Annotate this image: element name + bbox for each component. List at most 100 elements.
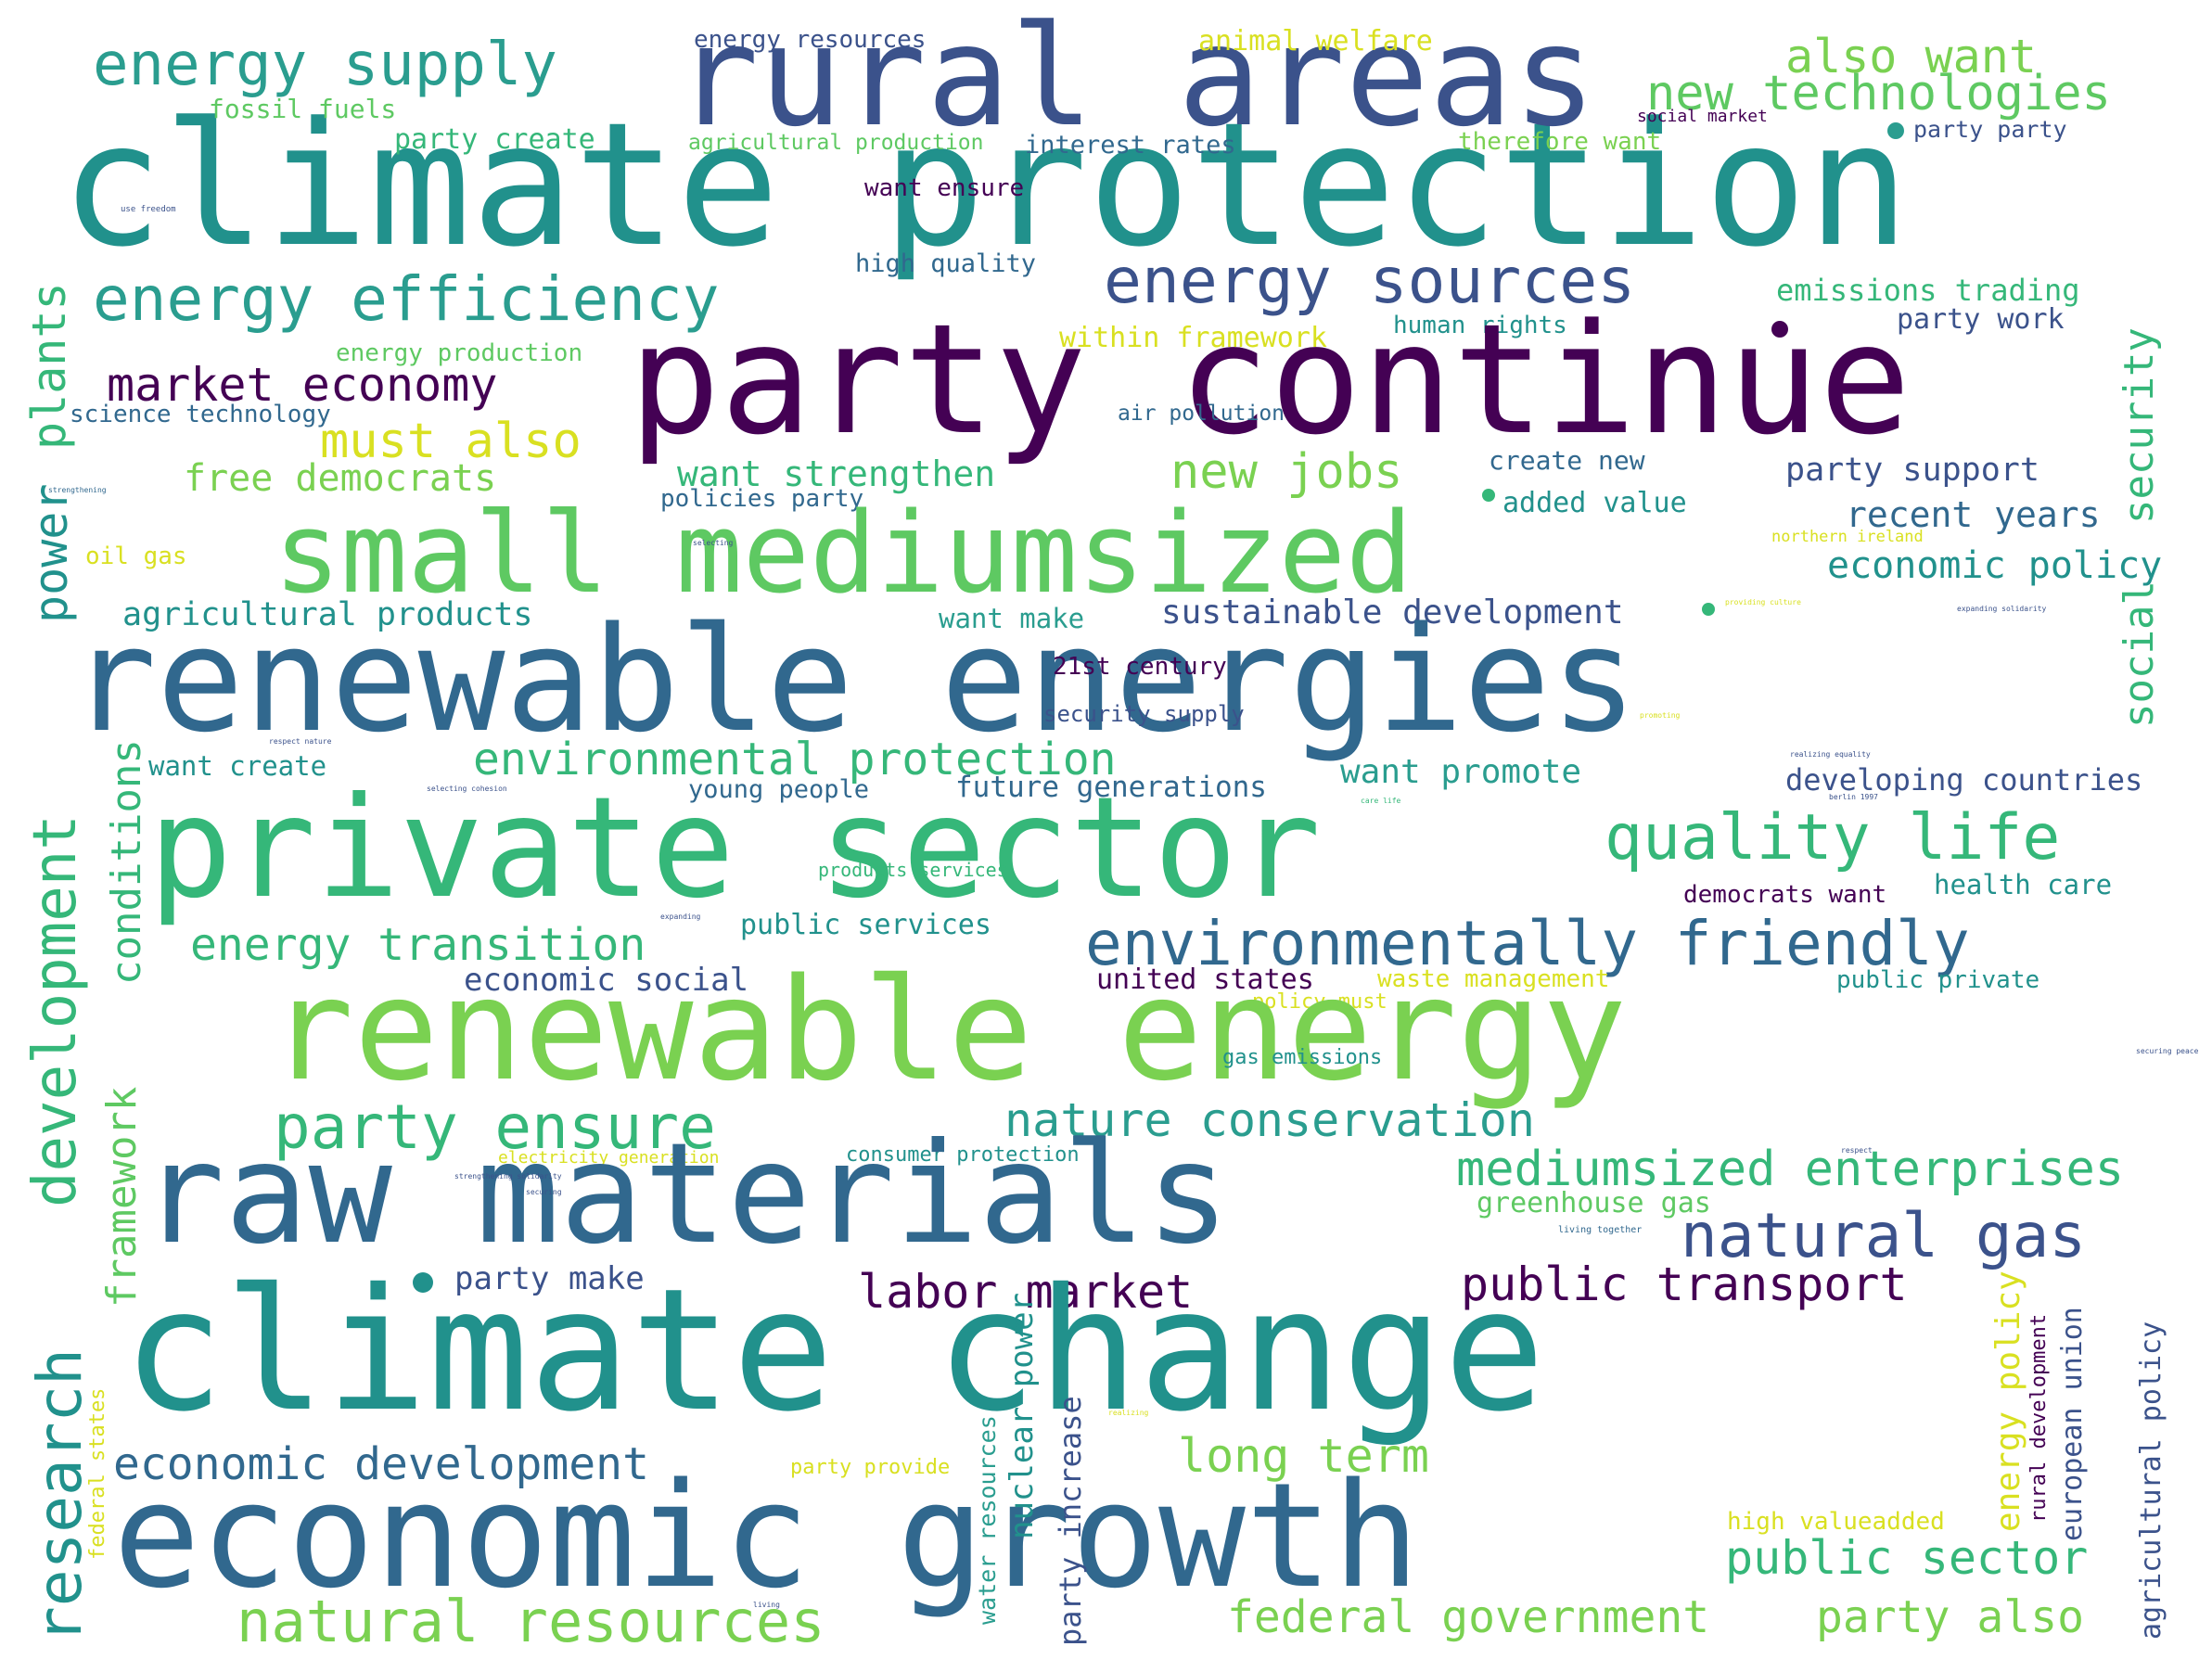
word: climate change (122, 1252, 1546, 1449)
word: economic social (464, 962, 749, 999)
word: free democrats (184, 457, 497, 500)
word: respect nature (269, 737, 332, 746)
word: therefore want (1458, 128, 1662, 156)
word: promoting (1640, 711, 1681, 720)
word: developing countries (1785, 762, 2143, 798)
word: added value (1502, 487, 1687, 519)
word: rural areas (675, 0, 1597, 158)
word: policies party (660, 485, 864, 513)
word: energy efficiency (93, 263, 720, 335)
word: agricultural policy (2135, 1321, 2167, 1640)
word: framework (98, 1086, 146, 1308)
word: health care (1934, 869, 2113, 900)
word: labor market (858, 1265, 1194, 1319)
word: new jobs (1170, 444, 1403, 500)
word: renewable energies (70, 595, 1638, 764)
word: social market (1637, 107, 1768, 126)
word: high quality (855, 249, 1037, 278)
word: selecting (693, 539, 734, 547)
word: party also (1816, 1591, 2084, 1643)
word: social (2116, 581, 2163, 728)
word: consumer protection (846, 1143, 1080, 1167)
word: environmental protection (473, 734, 1117, 785)
word: electricity generation (498, 1148, 720, 1168)
word: berlin 1997 (1829, 793, 1878, 801)
dot (1702, 603, 1715, 616)
dot (413, 1272, 433, 1293)
word: public sector (1725, 1531, 2089, 1585)
word: mediumsized enterprises (1456, 1142, 2125, 1197)
word: realizing equality (1790, 750, 1871, 759)
word: party make (454, 1260, 645, 1297)
word: public transport (1461, 1257, 1908, 1311)
word: plants (22, 282, 76, 450)
word: science technology (70, 401, 331, 428)
word: new technologies (1646, 66, 2111, 121)
word: party provide (790, 1456, 951, 1479)
word: human rights (1393, 312, 1567, 339)
word: care life (1361, 797, 1401, 805)
word: sustainable development (1161, 593, 1624, 632)
word: research (24, 1348, 96, 1643)
word: air pollution (1118, 402, 1285, 426)
word: energy sources (1104, 245, 1636, 318)
word: climate protection (60, 86, 1910, 285)
word: federal government (1227, 1591, 1710, 1643)
word: energy supply (93, 31, 557, 99)
word: future generations (955, 771, 1267, 804)
word: gas emissions (1222, 1046, 1383, 1069)
word: emissions trading (1776, 273, 2080, 308)
word: rural development (2027, 1313, 2051, 1523)
word: party work (1897, 303, 2065, 336)
word: party party (1913, 116, 2067, 143)
word: products services (818, 859, 1008, 881)
word: northern ireland (1771, 528, 1924, 546)
word: expanding solidarity (1957, 605, 2047, 613)
word: private sector (148, 768, 1322, 929)
word: providing culture (1725, 598, 1801, 606)
word: oil gas (85, 542, 187, 570)
word: party ensure (274, 1091, 716, 1163)
word: party continue (629, 291, 1912, 468)
word: young people (688, 775, 870, 804)
word: want create (148, 750, 327, 782)
word: securing (526, 1188, 562, 1196)
word: fossil fuels (209, 94, 397, 124)
word: energy transition (190, 919, 646, 971)
word: quality life (1605, 801, 2061, 874)
word: want make (939, 603, 1085, 634)
word: strengthening solidarity (454, 1172, 562, 1181)
word: security (2116, 327, 2163, 524)
word: security supply (1043, 701, 1245, 727)
word: agricultural production (688, 131, 984, 155)
word: must also (320, 414, 582, 469)
word: conditions (103, 739, 150, 985)
word: natural gas (1681, 1200, 2087, 1271)
word: energy policy (1989, 1270, 2027, 1532)
word: economic development (113, 1438, 649, 1490)
dot (1771, 321, 1788, 338)
word: party increase (1053, 1396, 1088, 1646)
word: want strengthen (677, 453, 996, 494)
word: economic growth (113, 1451, 1420, 1620)
word: nature conservation (1004, 1093, 1535, 1147)
word: realizing (1108, 1409, 1149, 1417)
word: development (21, 814, 90, 1207)
word: power (24, 483, 78, 623)
word: federal states (86, 1387, 109, 1560)
word: public private (1836, 966, 2040, 994)
word: policy must (1252, 990, 1387, 1014)
word: democrats want (1683, 881, 1887, 909)
word: living together (1558, 1225, 1643, 1235)
word: respect (1841, 1146, 1873, 1155)
word: water resources (974, 1415, 1001, 1625)
word: high valueadded (1727, 1508, 1945, 1536)
word: waste management (1377, 965, 1610, 993)
word: long term (1178, 1429, 1429, 1483)
dot (1887, 122, 1904, 139)
word: 21st century (1053, 653, 1227, 681)
dot (1482, 489, 1495, 502)
word: energy production (336, 339, 583, 367)
word: raw materials (141, 1114, 1230, 1275)
